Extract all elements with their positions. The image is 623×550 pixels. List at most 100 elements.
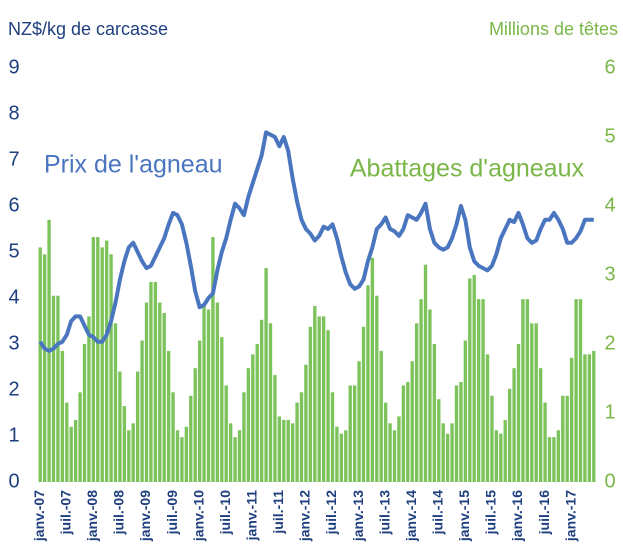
bar: [193, 368, 197, 482]
y2-tick-label: 2: [604, 332, 615, 354]
x-tick-label: janv.-16: [509, 490, 525, 542]
bar: [401, 385, 406, 482]
bar: [499, 433, 503, 482]
bar: [507, 388, 512, 482]
x-tick-label: janv.-09: [137, 490, 153, 542]
bar: [335, 426, 339, 482]
bar: [317, 316, 321, 482]
bar: [299, 392, 304, 482]
bar: [352, 385, 357, 482]
bar: [42, 254, 47, 482]
bar: [273, 375, 277, 482]
bar: [503, 419, 507, 482]
x-tick-label: janv.-08: [84, 490, 100, 542]
bar: [561, 395, 565, 482]
bar: [516, 344, 521, 482]
bar: [211, 237, 215, 482]
bar: [494, 430, 499, 482]
y-tick-label: 3: [8, 332, 19, 354]
bar: [268, 323, 273, 482]
bar: [175, 430, 180, 482]
bar: [538, 368, 543, 482]
x-tick-label: janv.-12: [297, 490, 313, 542]
x-tick-label: juil.-13: [376, 490, 392, 536]
series-label: Abattages d'agneaux: [350, 155, 585, 183]
x-tick-label: juil.-14: [429, 490, 445, 536]
bar: [246, 368, 251, 482]
bar: [144, 302, 149, 482]
bar: [490, 395, 494, 482]
y2-tick-label: 3: [604, 263, 615, 285]
bar: [437, 399, 441, 482]
bar: [127, 430, 131, 482]
y-axis-title: NZ$/kg de carcasse: [8, 19, 168, 39]
bar: [100, 247, 104, 482]
bar: [78, 392, 82, 482]
bar: [38, 247, 42, 482]
y-tick-label: 4: [8, 286, 19, 308]
bar: [290, 423, 295, 482]
bar: [481, 299, 485, 482]
bar: [485, 354, 490, 482]
bar: [295, 402, 299, 482]
bar: [463, 340, 468, 482]
bar: [242, 392, 246, 482]
bar: [375, 295, 379, 482]
y2-tick-label: 1: [604, 401, 615, 423]
y-tick-label: 9: [8, 56, 19, 78]
x-tick-label: juil.-16: [536, 490, 552, 536]
bar: [392, 430, 397, 482]
bar: [344, 430, 348, 482]
bar: [282, 419, 286, 482]
bar: [357, 361, 361, 482]
x-tick-label: juil.-08: [111, 490, 127, 536]
bar: [56, 295, 60, 482]
bar: [113, 323, 118, 482]
bar: [118, 371, 122, 482]
bar: [552, 437, 556, 482]
bar: [330, 392, 335, 482]
bar: [96, 237, 100, 482]
bar: [565, 395, 569, 482]
x-tick-label: juil.-07: [57, 490, 73, 536]
bar: [251, 354, 255, 482]
bar: [220, 337, 224, 482]
y-tick-label: 5: [8, 240, 19, 262]
bar: [383, 402, 388, 482]
bar: [277, 416, 282, 482]
y-tick-label: 8: [8, 102, 19, 124]
bar: [264, 268, 268, 482]
series-label: Prix de l'agneau: [44, 151, 223, 179]
bar: [87, 316, 91, 482]
bar: [543, 402, 547, 482]
bar: [534, 323, 538, 482]
bar: [91, 237, 96, 482]
bar: [459, 381, 463, 482]
bar: [82, 344, 87, 482]
x-tick-label: juil.-09: [164, 490, 180, 536]
bar: [592, 350, 596, 482]
x-tick-label: juil.-12: [323, 490, 339, 536]
bar: [166, 350, 171, 482]
bar: [428, 309, 432, 482]
bar: [450, 423, 454, 482]
y-tick-label: 1: [8, 424, 19, 446]
bar: [472, 275, 476, 482]
bar: [366, 285, 370, 482]
y2-axis-title: Millions de têtes: [489, 19, 618, 39]
x-tick-label: janv.-11: [243, 490, 259, 542]
bar: [414, 323, 419, 482]
y2-tick-label: 5: [604, 125, 615, 147]
x-tick-label: juil.-15: [483, 490, 499, 536]
bar: [370, 257, 375, 482]
bar: [65, 402, 69, 482]
bar: [60, 350, 65, 482]
x-tick-label: janv.-13: [350, 490, 366, 542]
bar: [73, 419, 78, 482]
bar: [361, 326, 366, 482]
bar: [109, 254, 113, 482]
x-tick-label: juil.-10: [217, 490, 233, 536]
bar: [512, 368, 516, 482]
bar: [578, 299, 583, 482]
